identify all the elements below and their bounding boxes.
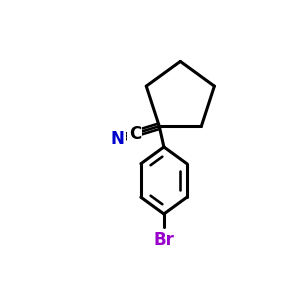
Text: C: C — [129, 124, 141, 142]
Text: Br: Br — [154, 231, 174, 249]
Text: N: N — [110, 130, 124, 148]
